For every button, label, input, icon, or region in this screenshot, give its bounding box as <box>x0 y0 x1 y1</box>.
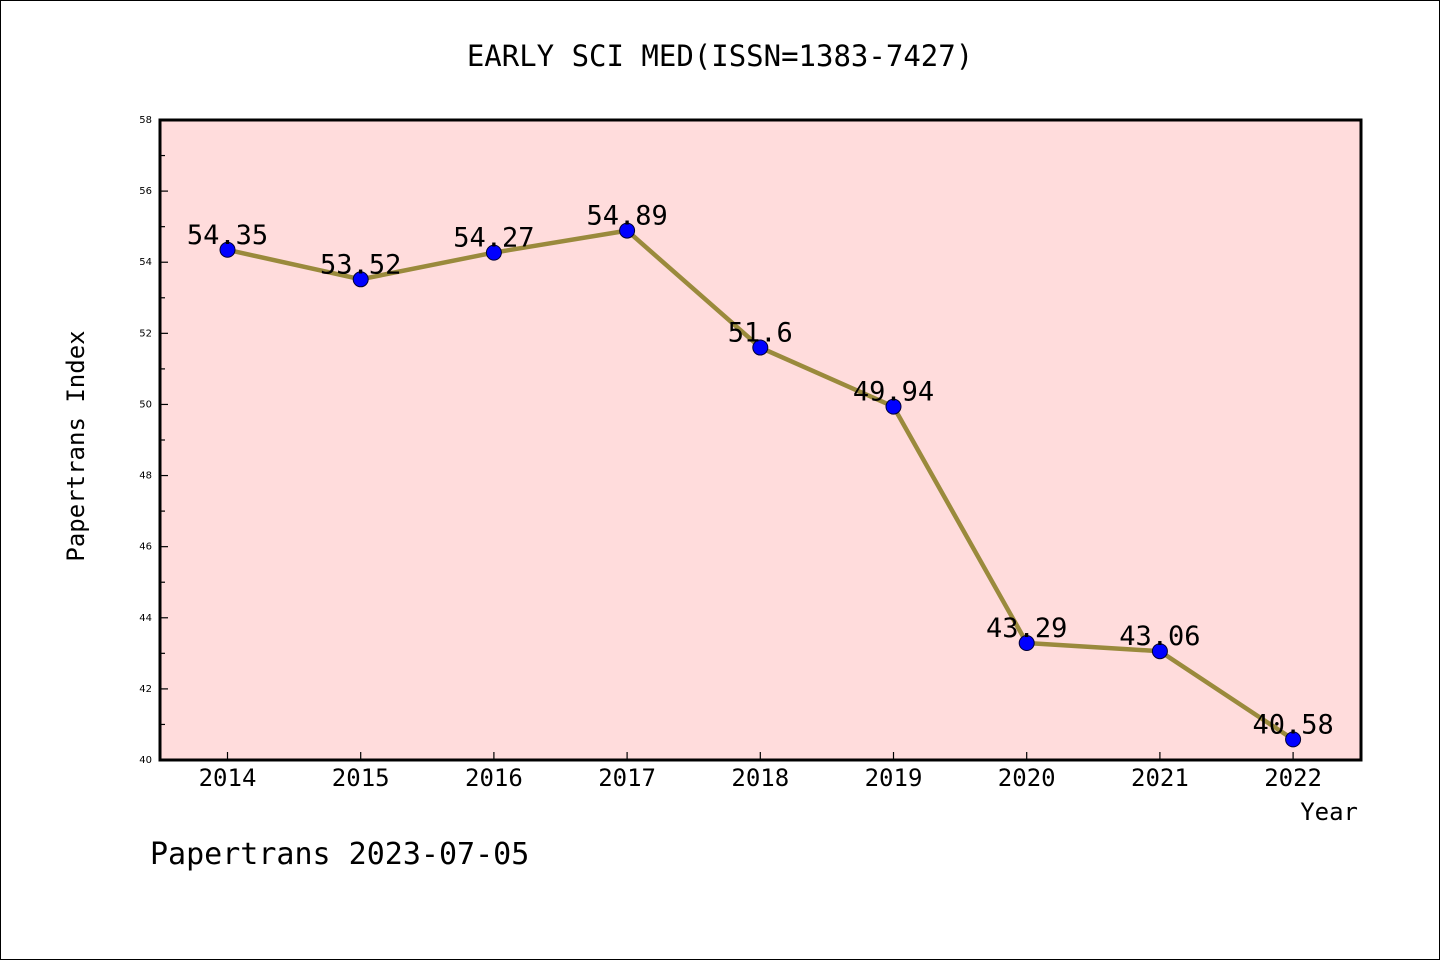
series-layer: 54.35 53.52 54.27 54.89 51.6 49.94 43.29 43.06 4… <box>187 201 1334 748</box>
data-label: 43.06 <box>1119 621 1200 652</box>
data-label: 54.27 <box>453 223 534 254</box>
data-point <box>219 241 236 258</box>
x-tick-label: 2021 <box>1131 764 1189 792</box>
x-tick-label: 2015 <box>332 764 390 792</box>
y-tick-label: 42 <box>139 684 152 695</box>
y-tick-label: 44 <box>139 613 152 624</box>
data-label: 53.52 <box>320 249 401 280</box>
y-axis-label: Papertrans Index <box>62 330 90 561</box>
y-tick-label: 50 <box>139 399 152 410</box>
x-axis: 2014 2015 2016 2017 2018 2019 2020 2021 2022 <box>199 752 1322 792</box>
x-tick-label: 2018 <box>731 764 789 792</box>
data-label: 51.6 <box>728 318 793 349</box>
y-tick-label: 48 <box>139 471 152 482</box>
x-axis-label: Year <box>1300 798 1358 826</box>
x-tick-label: 2019 <box>865 764 923 792</box>
data-point <box>1151 643 1168 660</box>
data-label: 54.35 <box>187 220 268 251</box>
data-point <box>885 398 902 415</box>
data-point <box>352 271 369 288</box>
y-tick-label: 40 <box>139 755 152 766</box>
data-label: 40.58 <box>1252 709 1333 740</box>
data-label: 49.94 <box>853 377 934 408</box>
x-tick-label: 2016 <box>465 764 523 792</box>
chart-title: EARLY SCI MED(ISSN=1383-7427) <box>467 39 973 73</box>
x-tick-label: 2014 <box>199 764 257 792</box>
data-label: 54.89 <box>586 201 667 232</box>
data-point <box>485 244 502 261</box>
y-tick-label: 54 <box>139 257 152 268</box>
x-tick-label: 2017 <box>598 764 656 792</box>
x-tick-label: 2020 <box>998 764 1056 792</box>
y-tick-label: 46 <box>139 542 152 553</box>
y-tick-label: 52 <box>139 328 152 339</box>
x-tick-label: 2022 <box>1264 764 1322 792</box>
y-tick-label: 56 <box>139 186 152 197</box>
data-point <box>619 222 636 239</box>
data-label: 43.29 <box>986 613 1067 644</box>
data-point <box>1285 731 1302 748</box>
y-axis: 40 42 44 46 48 50 52 54 56 58 <box>139 115 168 766</box>
data-point <box>752 339 769 356</box>
y-tick-label: 58 <box>139 115 152 126</box>
watermark-text: Papertrans 2023-07-05 <box>150 837 529 872</box>
data-point <box>1018 635 1035 652</box>
